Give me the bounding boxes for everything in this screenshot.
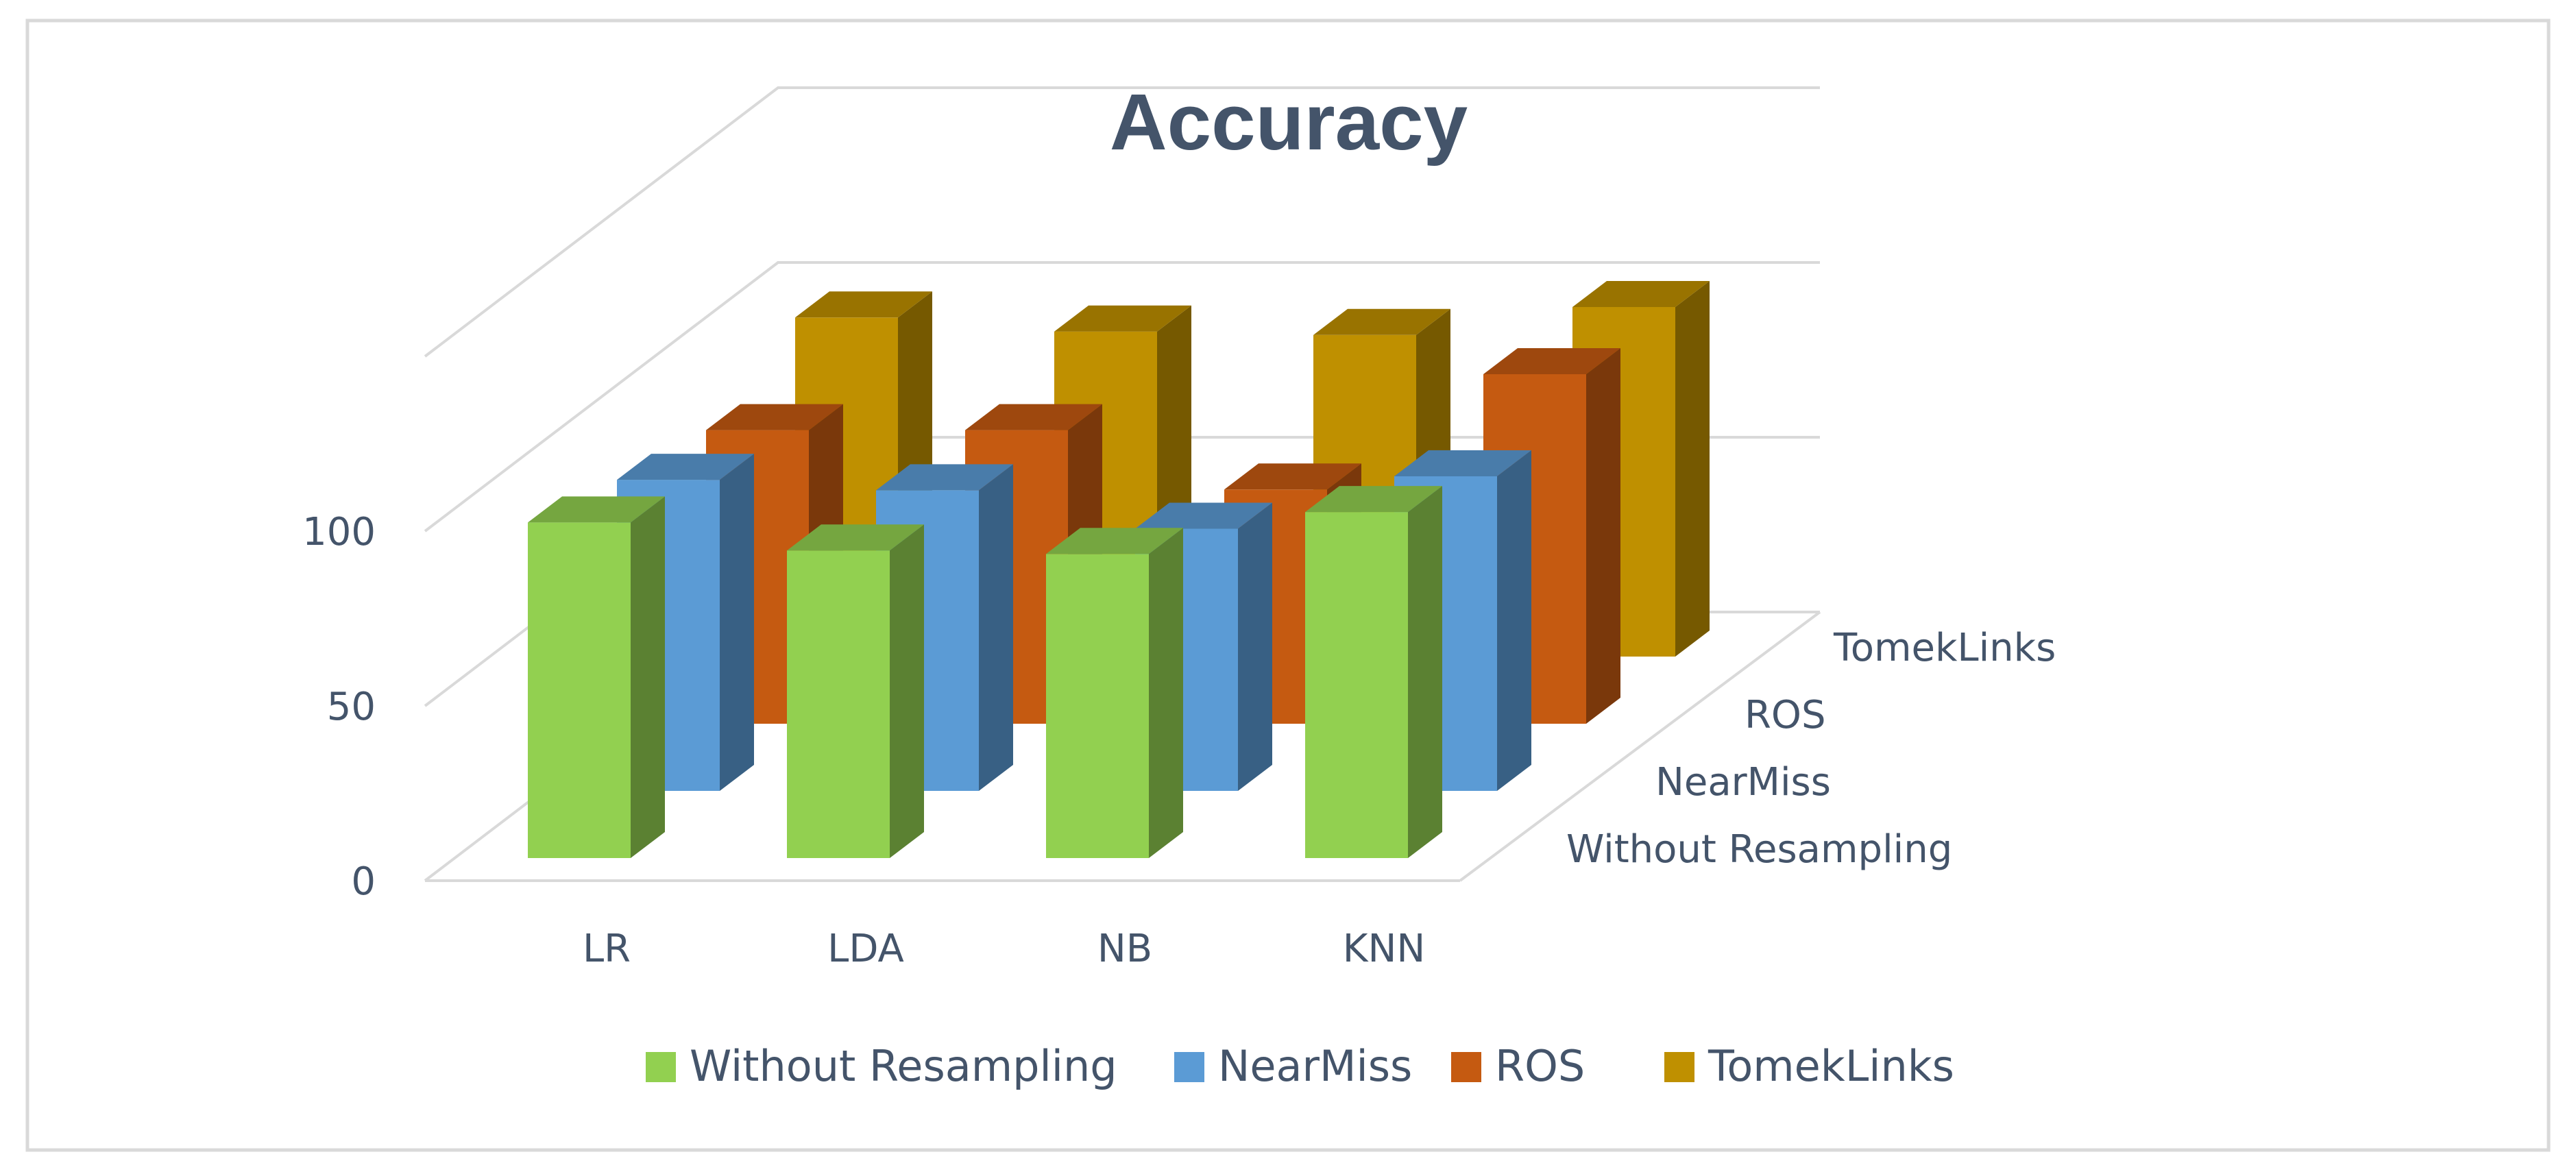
- y-tick-label: 100: [302, 510, 376, 554]
- depth-tick-label: TomekLinks: [1833, 626, 2056, 670]
- y-tick-label: 0: [351, 859, 376, 904]
- x-tick-label: LR: [583, 927, 631, 971]
- legend-label: Without Resampling: [690, 1041, 1117, 1091]
- y-tick-label: 50: [327, 685, 376, 729]
- bar-nearmiss-knn: [1394, 450, 1531, 791]
- legend-swatch: [646, 1052, 676, 1082]
- bar-without-resampling-lr: [528, 496, 665, 858]
- x-tick-label: LDA: [827, 927, 904, 971]
- legend-label: TomekLinks: [1708, 1041, 1954, 1091]
- x-tick-label: KNN: [1343, 927, 1426, 971]
- x-tick-label: NB: [1097, 927, 1152, 971]
- legend: Without Resampling NearMiss ROS TomekLinks: [646, 1041, 1954, 1091]
- bar-without-resampling-lda: [787, 524, 924, 858]
- legend-swatch: [1451, 1052, 1481, 1082]
- legend-label: ROS: [1495, 1041, 1585, 1091]
- legend-item-ros: ROS: [1451, 1041, 1585, 1091]
- depth-tick-label: ROS: [1745, 693, 1826, 737]
- bar-without-resampling-nb: [1046, 528, 1183, 858]
- legend-label: NearMiss: [1218, 1041, 1412, 1091]
- axis-labels: 0 50 100 LR LDA NB KNN Without Resampling NearMi…: [302, 510, 2056, 971]
- bar-without-resampling-knn: [1305, 486, 1442, 858]
- depth-tick-label: Without Resampling: [1566, 827, 1952, 872]
- legend-item-nearmiss: NearMiss: [1174, 1041, 1412, 1091]
- legend-item-tomeklinks: TomekLinks: [1664, 1041, 1954, 1091]
- gridline: [424, 86, 1820, 358]
- floor-edge: [1459, 611, 1821, 882]
- bars: [528, 281, 1710, 858]
- chart-title: Accuracy: [1110, 77, 1468, 167]
- legend-swatch: [1664, 1052, 1694, 1082]
- depth-tick-label: NearMiss: [1655, 760, 1831, 805]
- gridline: [424, 261, 1820, 533]
- legend-item-without-resampling: Without Resampling: [646, 1041, 1117, 1091]
- legend-swatch: [1174, 1052, 1204, 1082]
